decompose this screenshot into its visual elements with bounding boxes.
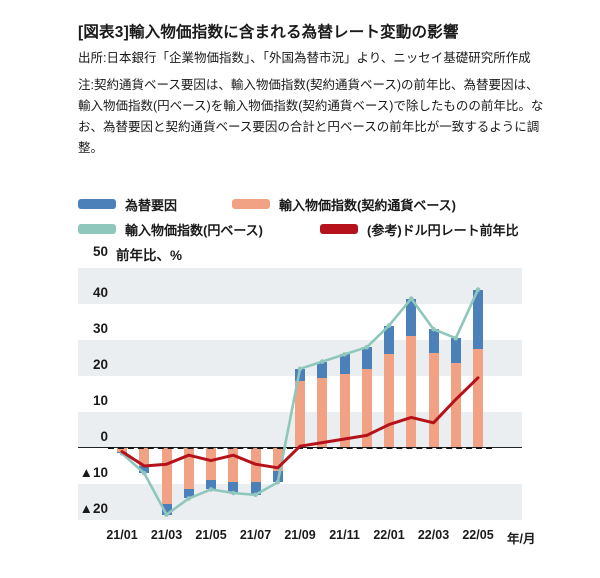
- y-tick-label: 10: [92, 393, 108, 408]
- legend-item: 輸入物価指数(契約通貨ベース): [232, 193, 456, 215]
- bar-fx-factor: [384, 325, 394, 355]
- bar-contract-currency-factor: [161, 448, 172, 504]
- bar-contract-currency-factor: [317, 377, 328, 448]
- legend-item: 輸入物価指数(円ベース): [78, 218, 263, 240]
- x-tick-label: 22/05: [462, 528, 494, 542]
- y-tick-label: 0: [100, 429, 108, 444]
- bar-fx-factor: [183, 489, 194, 499]
- legend-label: 輸入物価指数(契約通貨ベース): [279, 197, 457, 213]
- x-tick-label: 21/05: [195, 528, 227, 542]
- y-tick-label: ▲10: [79, 465, 108, 480]
- line-yen-base-marker: [342, 352, 347, 357]
- bar-fx-factor: [161, 503, 172, 515]
- line-yen-base-marker: [475, 287, 481, 292]
- figure-title: [図表3]輸入物価指数に含まれる為替レート変動の影響: [78, 24, 459, 41]
- bar-contract-currency-factor: [361, 368, 372, 448]
- legend-item: 為替要因: [78, 193, 177, 215]
- bar-fx-factor: [139, 466, 150, 474]
- y-axis-unit-label: 前年比、%: [116, 248, 183, 263]
- y-tick-label: 40: [92, 285, 108, 300]
- legend-swatch-bar: [78, 199, 116, 209]
- bar-contract-currency-factor: [295, 381, 305, 448]
- x-tick-label: 21/01: [106, 528, 138, 542]
- legend-label: 輸入物価指数(円ベース): [125, 222, 264, 238]
- bar-contract-currency-factor: [272, 448, 283, 472]
- bar-fx-factor: [406, 298, 417, 337]
- line-yen-base-marker: [141, 470, 147, 476]
- plot-area: [78, 268, 522, 524]
- x-tick-label: 21/09: [284, 528, 316, 542]
- bar-fx-factor: [206, 480, 216, 490]
- bar-fx-factor: [450, 338, 461, 364]
- bar-contract-currency-factor: [117, 448, 127, 452]
- bar-contract-currency-factor: [406, 336, 417, 448]
- line-usdjpy: [120, 376, 480, 470]
- bar-contract-currency-factor: [183, 448, 194, 490]
- bar-fx-factor: [428, 329, 439, 353]
- line-yen-base-marker: [453, 335, 459, 341]
- x-tick-label: 21/07: [239, 528, 272, 542]
- line-yen-base-marker: [230, 490, 236, 496]
- line-yen-base-marker: [386, 323, 392, 328]
- line-yen-base-marker: [297, 366, 303, 372]
- bar-contract-currency-factor: [384, 354, 394, 448]
- chart-legend: 為替要因 輸入物価指数(契約通貨ベース) 輸入物価指数(円ベース) (参考)ドル円レー…: [78, 193, 578, 245]
- bar-contract-currency-factor: [139, 448, 150, 466]
- line-yen-base-marker: [253, 492, 258, 498]
- legend-swatch-line: [78, 224, 116, 234]
- x-axis-unit-label: 年/月: [507, 532, 536, 546]
- bar-fx-factor: [473, 289, 483, 349]
- legend-item: (参考)ドル円レート前年比: [320, 218, 519, 240]
- x-tick-label: 21/11: [329, 528, 360, 542]
- bar-contract-currency-factor: [206, 448, 216, 481]
- bar-fx-factor: [339, 354, 350, 375]
- y-tick-label: 20: [92, 357, 108, 372]
- legend-swatch-bar: [232, 199, 270, 209]
- bar-fx-factor: [317, 361, 328, 378]
- bar-contract-currency-factor: [228, 448, 239, 483]
- line-yen-base-marker: [319, 359, 325, 364]
- line-yen-base: [120, 288, 480, 516]
- line-yen-base-marker: [431, 326, 436, 332]
- figure-text-block: [図表3]輸入物価指数に含まれる為替レート変動の影響 出所:日本銀行「企業物価指…: [78, 20, 560, 158]
- line-yen-base-marker: [275, 479, 281, 485]
- legend-label: (参考)ドル円レート前年比: [367, 222, 519, 238]
- legend-swatch-line: [320, 224, 358, 234]
- bar-contract-currency-factor: [428, 352, 439, 448]
- legend-row: 為替要因 輸入物価指数(契約通貨ベース): [78, 193, 578, 215]
- legend-row: 輸入物価指数(円ベース) (参考)ドル円レート前年比: [78, 218, 578, 240]
- line-yen-base-marker: [364, 344, 370, 350]
- x-tick-label: 21/03: [150, 528, 183, 542]
- x-tick-label: 22/01: [373, 528, 405, 542]
- bar-contract-currency-factor: [473, 349, 483, 448]
- y-tick-label: ▲20: [79, 501, 108, 516]
- bar-fx-factor: [361, 347, 372, 369]
- figure-source: 出所:日本銀行「企業物価指数」、「外国為替市況」より、ニッセイ基礎研究所作成: [78, 51, 531, 65]
- grid-band: [78, 520, 522, 524]
- line-series-layer: [119, 287, 481, 517]
- bar-contract-currency-factor: [450, 363, 461, 448]
- y-tick-label-50: 50: [92, 244, 108, 259]
- line-yen-base-marker: [186, 496, 192, 501]
- bar-fx-factor: [228, 482, 239, 493]
- x-tick-label: 22/03: [417, 528, 450, 542]
- grid-band: [78, 268, 522, 304]
- line-yen-base-marker: [164, 512, 169, 517]
- line-yen-base-marker: [208, 487, 214, 492]
- bar-contract-currency-factor: [339, 374, 350, 448]
- legend-label: 為替要因: [125, 197, 178, 213]
- line-yen-base-marker: [408, 296, 414, 301]
- figure-note: 注:契約通貨ベース要因は、輸入物価指数(契約通貨ベース)の前年比、為替要因は、輸…: [78, 78, 544, 155]
- y-tick-label: 30: [92, 321, 108, 336]
- bar-fx-factor: [250, 482, 261, 495]
